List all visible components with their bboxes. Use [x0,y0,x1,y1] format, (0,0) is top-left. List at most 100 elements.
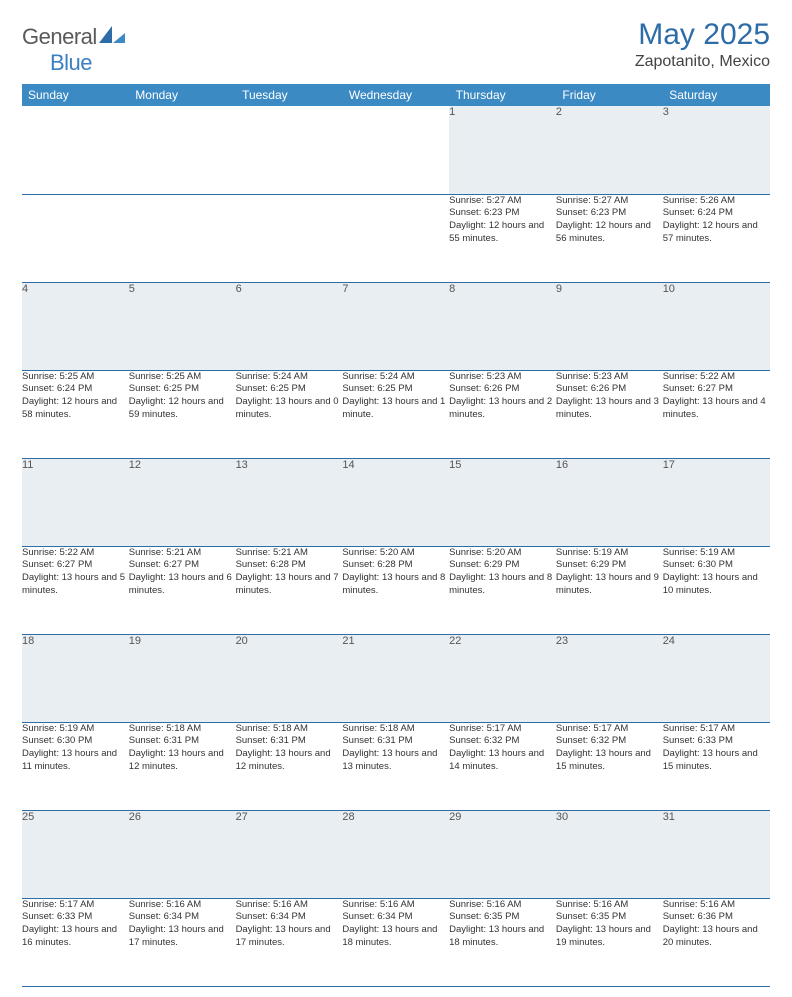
sunrise-line: Sunrise: 5:21 AM [129,547,201,558]
day-content-cell [236,194,343,282]
day-content-cell: Sunrise: 5:20 AMSunset: 6:28 PMDaylight:… [342,546,449,634]
daylight-line: Daylight: 13 hours and 14 minutes. [449,748,544,772]
sunrise-line: Sunrise: 5:22 AM [663,371,735,382]
sunset-line: Sunset: 6:36 PM [663,911,733,922]
sunrise-line: Sunrise: 5:20 AM [342,547,414,558]
day-number-cell [342,106,449,194]
daylight-line: Daylight: 13 hours and 9 minutes. [556,572,659,596]
sunrise-line: Sunrise: 5:26 AM [663,195,735,206]
day-content-cell: Sunrise: 5:21 AMSunset: 6:28 PMDaylight:… [236,546,343,634]
day-content-cell: Sunrise: 5:25 AMSunset: 6:25 PMDaylight:… [129,370,236,458]
day-content-cell: Sunrise: 5:18 AMSunset: 6:31 PMDaylight:… [342,722,449,810]
day-number-cell: 8 [449,282,556,370]
sunset-line: Sunset: 6:32 PM [556,735,626,746]
day-content-cell: Sunrise: 5:16 AMSunset: 6:35 PMDaylight:… [449,898,556,986]
weekday-header-row: SundayMondayTuesdayWednesdayThursdayFrid… [22,84,770,106]
day-number-cell: 25 [22,810,129,898]
day-content-cell: Sunrise: 5:16 AMSunset: 6:35 PMDaylight:… [556,898,663,986]
day-content-cell: Sunrise: 5:26 AMSunset: 6:24 PMDaylight:… [663,194,770,282]
day-content-cell: Sunrise: 5:18 AMSunset: 6:31 PMDaylight:… [236,722,343,810]
sunset-line: Sunset: 6:34 PM [129,911,199,922]
day-content-cell: Sunrise: 5:19 AMSunset: 6:29 PMDaylight:… [556,546,663,634]
day-number-cell: 13 [236,458,343,546]
day-content-cell: Sunrise: 5:19 AMSunset: 6:30 PMDaylight:… [663,546,770,634]
day-number-cell: 9 [556,282,663,370]
daylight-line: Daylight: 13 hours and 20 minutes. [663,924,758,948]
day-content-cell: Sunrise: 5:19 AMSunset: 6:30 PMDaylight:… [22,722,129,810]
daylight-line: Daylight: 13 hours and 17 minutes. [129,924,224,948]
day-number-cell: 18 [22,634,129,722]
sunset-line: Sunset: 6:33 PM [22,911,92,922]
sunset-line: Sunset: 6:27 PM [22,559,92,570]
day-content-cell [342,194,449,282]
day-content-cell: Sunrise: 5:17 AMSunset: 6:32 PMDaylight:… [449,722,556,810]
daylight-line: Daylight: 13 hours and 12 minutes. [129,748,224,772]
weekday-header: Sunday [22,84,129,106]
sunrise-line: Sunrise: 5:17 AM [22,899,94,910]
day-content-cell: Sunrise: 5:21 AMSunset: 6:27 PMDaylight:… [129,546,236,634]
day-number-cell: 4 [22,282,129,370]
daylight-line: Daylight: 12 hours and 57 minutes. [663,220,758,244]
daylight-line: Daylight: 13 hours and 16 minutes. [22,924,117,948]
day-number-cell: 23 [556,634,663,722]
brand-part1: General [22,24,97,49]
day-number-cell: 6 [236,282,343,370]
daylight-line: Daylight: 13 hours and 4 minutes. [663,396,766,420]
day-number-cell: 19 [129,634,236,722]
day-content-cell: Sunrise: 5:24 AMSunset: 6:25 PMDaylight:… [236,370,343,458]
daylight-line: Daylight: 13 hours and 2 minutes. [449,396,552,420]
day-content-row: Sunrise: 5:22 AMSunset: 6:27 PMDaylight:… [22,546,770,634]
day-number-row: 45678910 [22,282,770,370]
sunset-line: Sunset: 6:34 PM [342,911,412,922]
sunrise-line: Sunrise: 5:19 AM [556,547,628,558]
sunrise-line: Sunrise: 5:20 AM [449,547,521,558]
sunrise-line: Sunrise: 5:16 AM [663,899,735,910]
day-content-cell: Sunrise: 5:17 AMSunset: 6:32 PMDaylight:… [556,722,663,810]
day-content-cell: Sunrise: 5:23 AMSunset: 6:26 PMDaylight:… [449,370,556,458]
sunrise-line: Sunrise: 5:16 AM [342,899,414,910]
sunrise-line: Sunrise: 5:19 AM [22,723,94,734]
sunset-line: Sunset: 6:32 PM [449,735,519,746]
sunrise-line: Sunrise: 5:18 AM [129,723,201,734]
day-number-cell: 30 [556,810,663,898]
calendar-page: GeneralBlue May 2025 Zapotanito, Mexico … [0,0,792,997]
sunrise-line: Sunrise: 5:25 AM [129,371,201,382]
daylight-line: Daylight: 13 hours and 17 minutes. [236,924,331,948]
day-content-cell: Sunrise: 5:22 AMSunset: 6:27 PM Daylight:… [663,370,770,458]
day-content-cell: Sunrise: 5:17 AMSunset: 6:33 PMDaylight:… [663,722,770,810]
sunrise-line: Sunrise: 5:18 AM [236,723,308,734]
day-number-cell: 27 [236,810,343,898]
sunset-line: Sunset: 6:26 PM [556,383,626,394]
daylight-line: Daylight: 13 hours and 1 minute. [342,396,445,420]
daylight-line: Daylight: 13 hours and 8 minutes. [449,572,552,596]
daylight-line: Daylight: 13 hours and 5 minutes. [22,572,125,596]
sunrise-line: Sunrise: 5:24 AM [236,371,308,382]
daylight-line: Daylight: 13 hours and 18 minutes. [342,924,437,948]
sunrise-line: Sunrise: 5:17 AM [663,723,735,734]
day-number-row: 25262728293031 [22,810,770,898]
sunset-line: Sunset: 6:24 PM [22,383,92,394]
daylight-line: Daylight: 13 hours and 3 minutes. [556,396,659,420]
sunset-line: Sunset: 6:34 PM [236,911,306,922]
day-content-cell: Sunrise: 5:16 AMSunset: 6:34 PM Daylight:… [342,898,449,986]
daylight-line: Daylight: 13 hours and 19 minutes. [556,924,651,948]
day-number-cell: 16 [556,458,663,546]
brand-name: GeneralBlue [22,24,123,76]
sunset-line: Sunset: 6:25 PM [342,383,412,394]
day-number-cell: 7 [342,282,449,370]
daylight-line: Daylight: 13 hours and 12 minutes. [236,748,331,772]
sunset-line: Sunset: 6:29 PM [449,559,519,570]
day-content-row: Sunrise: 5:27 AMSunset: 6:23 PMDaylight:… [22,194,770,282]
sunset-line: Sunset: 6:28 PM [236,559,306,570]
month-title: May 2025 [635,18,770,51]
day-number-cell: 10 [663,282,770,370]
day-number-cell: 24 [663,634,770,722]
day-content-row: Sunrise: 5:25 AM Sunset: 6:24 PM Daylight:… [22,370,770,458]
day-content-cell: Sunrise: 5:16 AMSunset: 6:36 PM Daylight:… [663,898,770,986]
day-number-cell: 22 [449,634,556,722]
sunset-line: Sunset: 6:27 PM [663,383,733,394]
day-content-cell: Sunrise: 5:17 AMSunset: 6:33 PM Daylight:… [22,898,129,986]
day-number-cell: 2 [556,106,663,194]
daylight-line: Daylight: 13 hours and 18 minutes. [449,924,544,948]
sunrise-line: Sunrise: 5:17 AM [556,723,628,734]
